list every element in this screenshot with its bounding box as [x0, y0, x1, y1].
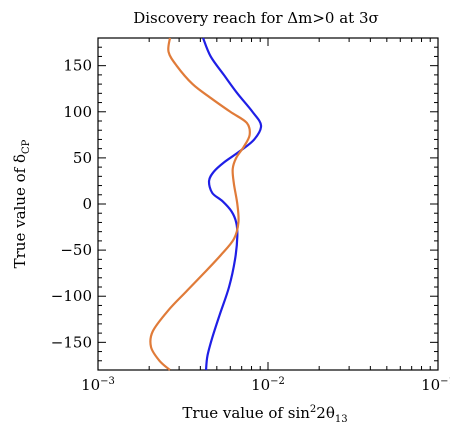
plot-frame: [97, 37, 439, 371]
series-line-2: [149, 37, 251, 371]
y-tick-label: 0: [82, 195, 92, 213]
x-tick-label: 10−3: [81, 376, 115, 394]
y-tick-label: 150: [63, 57, 92, 75]
tick-labels: 150 100 50 0 −50 −100 −150 10−3 10−2 10−1: [51, 57, 450, 394]
axis-ticks: [97, 38, 439, 370]
y-tick-label: 50: [73, 149, 92, 167]
y-tick-label: −50: [60, 241, 92, 259]
x-tick-label: 10−2: [251, 376, 285, 394]
x-tick-label: 10−1: [421, 376, 450, 394]
series-group: [149, 37, 263, 371]
series-line-1: [202, 37, 263, 371]
chart-title: Discovery reach for Δm>0 at 3σ: [133, 9, 379, 27]
y-tick-label: 100: [63, 103, 92, 121]
y-tick-label: −150: [51, 333, 92, 351]
y-axis-label: True value of δCP: [11, 139, 32, 268]
x-axis-label: True value of sin22θ13: [182, 404, 347, 425]
y-tick-label: −100: [51, 287, 92, 305]
